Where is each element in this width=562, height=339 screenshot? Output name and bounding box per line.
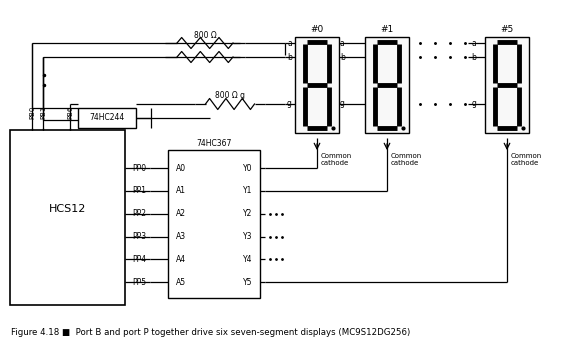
- Text: 800 Ω g: 800 Ω g: [215, 92, 245, 100]
- Text: Y4: Y4: [242, 255, 252, 264]
- Text: a: a: [472, 39, 476, 47]
- Text: a: a: [340, 39, 345, 47]
- Text: Common
cathode: Common cathode: [511, 153, 542, 166]
- Text: A1: A1: [176, 186, 186, 196]
- Text: A4: A4: [176, 255, 186, 264]
- Text: PP5: PP5: [132, 278, 146, 286]
- Text: 800 Ω: 800 Ω: [194, 31, 216, 40]
- Text: PB0: PB0: [29, 105, 35, 119]
- Text: g: g: [340, 100, 345, 108]
- Text: A2: A2: [176, 209, 186, 218]
- Text: Figure 4.18 ■  Port B and port P together drive six seven-segment displays (MC9S: Figure 4.18 ■ Port B and port P together…: [11, 328, 410, 337]
- Text: Common
cathode: Common cathode: [321, 153, 352, 166]
- Text: 74HC367: 74HC367: [196, 139, 232, 147]
- Text: a: a: [287, 39, 292, 47]
- Text: Common
cathode: Common cathode: [391, 153, 422, 166]
- Text: #5: #5: [500, 25, 514, 35]
- Text: #1: #1: [380, 25, 393, 35]
- Bar: [10, 130, 125, 305]
- Text: PP4: PP4: [132, 255, 146, 264]
- Bar: [78, 108, 136, 128]
- Text: A5: A5: [176, 278, 186, 286]
- Text: PP0: PP0: [132, 164, 146, 173]
- Text: b: b: [287, 53, 292, 61]
- Text: b: b: [471, 53, 476, 61]
- Text: PP2: PP2: [132, 209, 146, 218]
- Bar: [168, 150, 260, 298]
- Text: PB1: PB1: [40, 105, 46, 119]
- Text: Y3: Y3: [242, 232, 252, 241]
- Text: PB6: PB6: [67, 105, 73, 119]
- Bar: [295, 37, 339, 133]
- Text: Y1: Y1: [243, 186, 252, 196]
- Text: PP1: PP1: [132, 186, 146, 196]
- Text: 74HC244: 74HC244: [89, 114, 125, 122]
- Text: HCS12: HCS12: [49, 204, 86, 214]
- Bar: [365, 37, 409, 133]
- Text: g: g: [471, 100, 476, 108]
- Text: Y0: Y0: [242, 164, 252, 173]
- Bar: [485, 37, 529, 133]
- Text: PP3: PP3: [132, 232, 146, 241]
- Text: g: g: [287, 100, 292, 108]
- Text: #0: #0: [310, 25, 324, 35]
- Text: b: b: [340, 53, 345, 61]
- Text: A0: A0: [176, 164, 186, 173]
- Text: Y5: Y5: [242, 278, 252, 286]
- Text: A3: A3: [176, 232, 186, 241]
- Text: Y2: Y2: [243, 209, 252, 218]
